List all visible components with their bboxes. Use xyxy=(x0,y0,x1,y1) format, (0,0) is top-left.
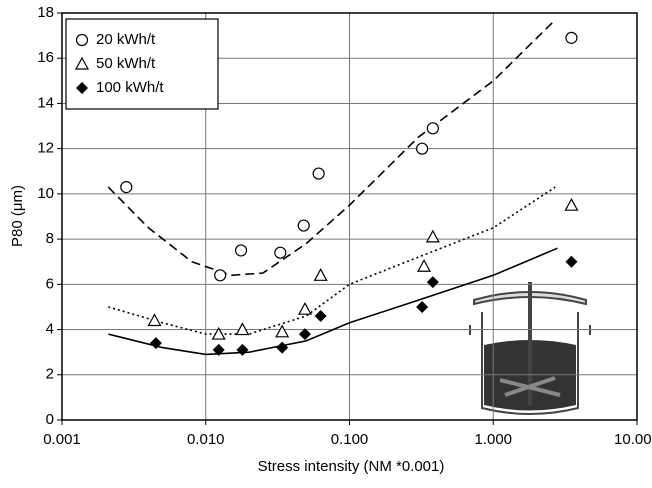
point xyxy=(234,244,248,257)
point xyxy=(314,309,327,322)
legend-label: 50 kWh/t xyxy=(96,55,156,72)
point xyxy=(275,324,290,338)
legend-label: 100 kWh/t xyxy=(96,79,164,96)
y-tick-label: 4 xyxy=(46,321,54,338)
legend-marker xyxy=(75,33,89,47)
y-tick-label: 12 xyxy=(37,140,54,157)
point xyxy=(426,122,439,135)
point xyxy=(297,219,310,232)
point xyxy=(416,300,429,313)
point xyxy=(313,268,328,281)
legend-box xyxy=(65,18,219,110)
point xyxy=(274,246,287,259)
y-tick-label: 10 xyxy=(37,185,54,202)
x-axis-title: Stress intensity (NM *0.001) xyxy=(258,458,445,475)
x-tick-label: 10.000 xyxy=(614,431,652,448)
legend-label: 20 kWh/t xyxy=(96,31,156,48)
legend-marker xyxy=(76,82,88,94)
y-tick-label: 14 xyxy=(37,94,54,111)
x-tick-label: 0.100 xyxy=(331,431,369,448)
y-tick-label: 2 xyxy=(46,366,54,383)
y-tick-label: 18 xyxy=(37,4,54,21)
point xyxy=(426,276,439,289)
point xyxy=(214,269,227,282)
fit-line xyxy=(108,186,556,335)
point xyxy=(416,142,429,155)
point xyxy=(235,322,250,336)
point xyxy=(211,326,226,340)
fit-line xyxy=(108,247,558,356)
point xyxy=(565,31,578,44)
point xyxy=(298,328,311,341)
point xyxy=(212,343,225,356)
x-tick-label: 0.010 xyxy=(187,431,225,448)
fit-line xyxy=(107,19,556,277)
point xyxy=(425,229,440,243)
point xyxy=(149,337,162,350)
plot-frame xyxy=(61,12,638,421)
point xyxy=(564,197,579,211)
point xyxy=(236,343,249,356)
tank-illustration xyxy=(469,282,591,415)
point xyxy=(276,341,289,354)
y-tick-label: 8 xyxy=(46,230,54,247)
x-tick-label: 0.001 xyxy=(43,431,81,448)
y-tick-label: 16 xyxy=(37,49,54,66)
legend-marker xyxy=(74,56,90,70)
point xyxy=(312,167,325,180)
point xyxy=(297,301,312,315)
point xyxy=(120,181,133,194)
x-tick-label: 1.000 xyxy=(474,431,512,448)
y-tick-label: 0 xyxy=(46,411,54,428)
point xyxy=(417,258,432,272)
point xyxy=(565,255,578,268)
y-axis-title: P80 (μm) xyxy=(9,185,26,247)
point xyxy=(147,313,162,327)
y-tick-label: 6 xyxy=(46,275,54,292)
